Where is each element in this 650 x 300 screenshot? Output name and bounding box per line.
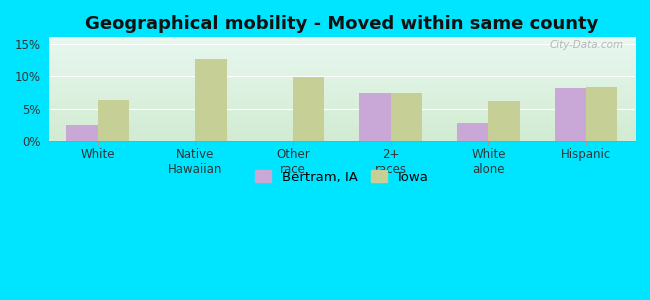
Text: City-Data.com: City-Data.com xyxy=(549,40,623,50)
Bar xyxy=(293,77,324,142)
Bar xyxy=(555,88,586,142)
Bar xyxy=(98,100,129,142)
Bar xyxy=(457,123,488,142)
Legend: Bertram, IA, Iowa: Bertram, IA, Iowa xyxy=(250,165,434,189)
Title: Geographical mobility - Moved within same county: Geographical mobility - Moved within sam… xyxy=(85,15,599,33)
Bar xyxy=(359,93,391,142)
Bar xyxy=(488,101,520,142)
Bar xyxy=(391,93,422,142)
Bar xyxy=(66,125,98,142)
Bar xyxy=(195,59,226,142)
Bar xyxy=(586,88,618,142)
